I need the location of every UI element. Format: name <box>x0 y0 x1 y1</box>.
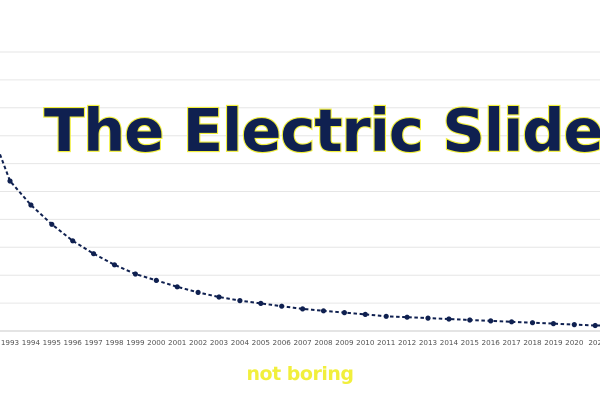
x-tick-label: 2000 <box>147 338 166 347</box>
data-point <box>7 178 13 184</box>
grid-lines <box>0 51 600 304</box>
data-point <box>488 318 494 324</box>
chart-title: The Electric Slide <box>43 96 600 165</box>
data-point <box>153 277 159 283</box>
data-point <box>592 322 598 329</box>
data-point <box>279 303 285 309</box>
x-tick-label: 2010 <box>356 338 375 347</box>
x-tick-label: 1997 <box>84 338 102 347</box>
brand-logo: not boring <box>246 363 354 385</box>
x-tick-label: 2002 <box>189 338 207 347</box>
series-line-group <box>0 154 600 327</box>
data-point <box>195 289 201 295</box>
x-tick-label: 2013 <box>419 338 437 347</box>
x-tick-label: 2007 <box>293 338 311 347</box>
data-point <box>509 319 515 325</box>
x-tick-label: 202 <box>588 338 600 347</box>
data-point <box>446 316 452 322</box>
x-tick-label: 2018 <box>523 338 542 347</box>
x-tick-label: 1994 <box>22 338 41 347</box>
data-points <box>7 178 598 329</box>
data-point <box>132 271 138 277</box>
data-point <box>362 311 368 317</box>
x-tick-labels: 1993 1994 1995 1996 1997 1998 1999 2000 2001 2002… <box>1 338 600 347</box>
data-point <box>571 322 577 328</box>
x-tick-label: 2005 <box>252 338 270 347</box>
data-point <box>341 310 347 316</box>
x-tick-label: 2001 <box>168 338 186 347</box>
x-tick-label: 1995 <box>43 338 61 347</box>
data-point <box>425 315 431 321</box>
data-point <box>383 313 389 319</box>
x-tick-label: 2009 <box>335 338 354 347</box>
x-tick-label: 2016 <box>482 338 501 347</box>
x-tick-label: 2011 <box>377 338 395 347</box>
data-point <box>216 294 222 300</box>
x-tick-label: 2015 <box>461 338 479 347</box>
data-point <box>550 321 557 327</box>
x-tick-label: 1999 <box>126 338 145 347</box>
x-tick-label: 1993 <box>1 338 19 347</box>
data-point <box>300 306 306 312</box>
data-point <box>28 202 34 208</box>
x-tick-label: 2017 <box>502 338 520 347</box>
data-point <box>529 320 536 326</box>
x-tick-label: 2003 <box>210 338 228 347</box>
series-line <box>0 154 600 327</box>
x-tick-label: 2019 <box>544 338 563 347</box>
x-tick-label: 2008 <box>314 338 333 347</box>
data-point <box>174 284 180 290</box>
data-point <box>404 314 410 320</box>
data-point <box>70 238 76 244</box>
x-tick-label: 1996 <box>64 338 83 347</box>
x-tick-label: 2020 <box>565 338 584 347</box>
x-tick-label: 2012 <box>398 338 416 347</box>
data-point <box>49 221 55 227</box>
x-tick-label: 1998 <box>105 338 124 347</box>
data-point <box>237 298 243 304</box>
data-point <box>91 251 97 257</box>
data-point <box>320 308 327 314</box>
x-tick-label: 2014 <box>440 338 459 347</box>
x-tick-label: 2004 <box>231 338 250 347</box>
x-tick-label: 2006 <box>273 338 292 347</box>
data-point <box>111 262 118 268</box>
data-point <box>467 317 473 323</box>
data-point <box>258 300 264 306</box>
